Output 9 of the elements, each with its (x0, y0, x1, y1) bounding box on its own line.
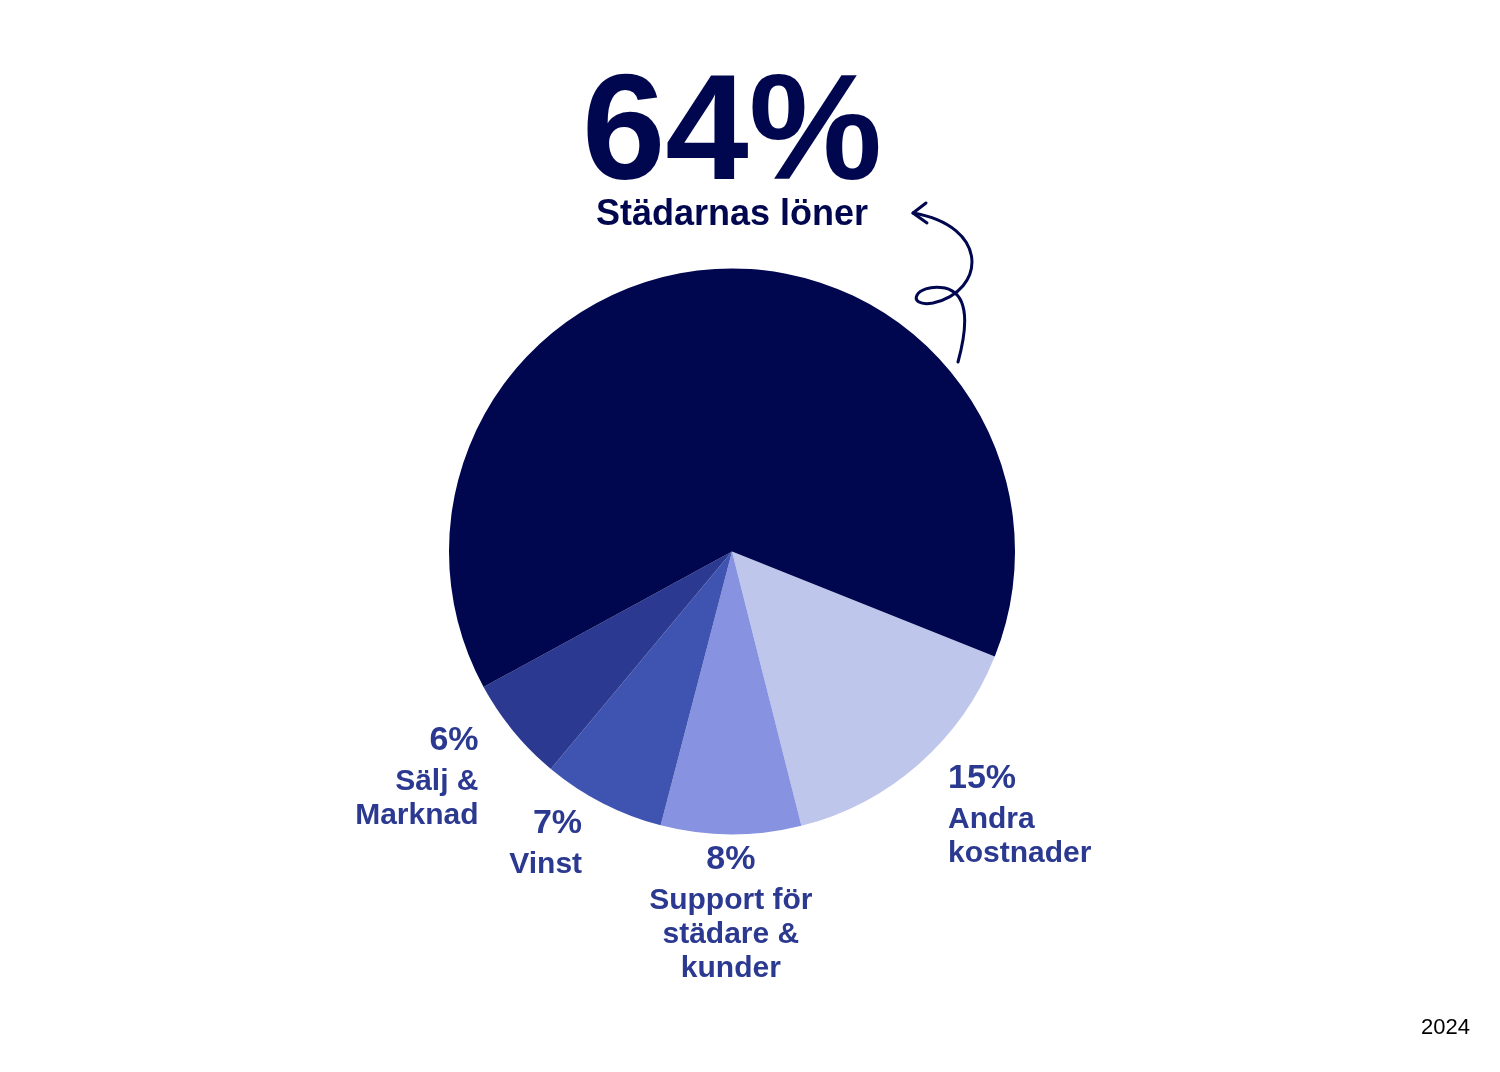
text: 2024 (1421, 1014, 1470, 1039)
data-label: 7% (532, 802, 583, 841)
data-label: 6% (429, 718, 479, 757)
slice-label: Support för städare & kunder (649, 882, 813, 984)
data-label: 8% (706, 838, 756, 877)
data-label: 15% (948, 757, 1017, 796)
slice-label: Sälj & Marknad (355, 762, 479, 830)
slice-label: Andra kostnader (948, 801, 1092, 869)
slice-label: Vinst (509, 846, 583, 880)
